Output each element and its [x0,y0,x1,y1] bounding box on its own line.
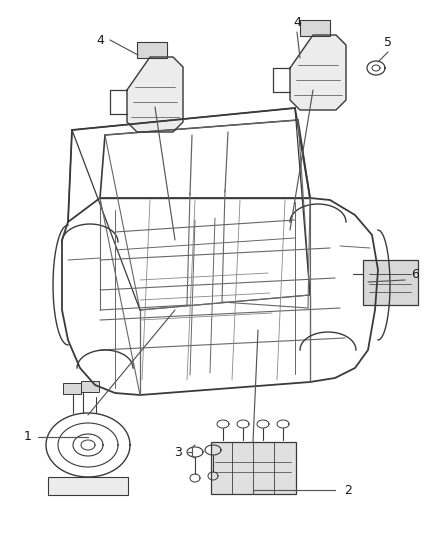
Polygon shape [290,35,346,110]
Bar [63,383,81,394]
Text: 4: 4 [96,34,104,46]
Text: 2: 2 [344,483,352,497]
Bar [211,442,296,494]
Bar [363,260,418,305]
Bar [300,20,330,36]
Bar [81,381,99,392]
Polygon shape [127,57,183,132]
Bar [137,42,167,58]
Text: 4: 4 [293,15,301,28]
Text: 1: 1 [24,431,32,443]
Text: 3: 3 [174,446,182,458]
Bar [48,477,128,495]
Text: 5: 5 [384,36,392,49]
Text: 6: 6 [411,269,419,281]
